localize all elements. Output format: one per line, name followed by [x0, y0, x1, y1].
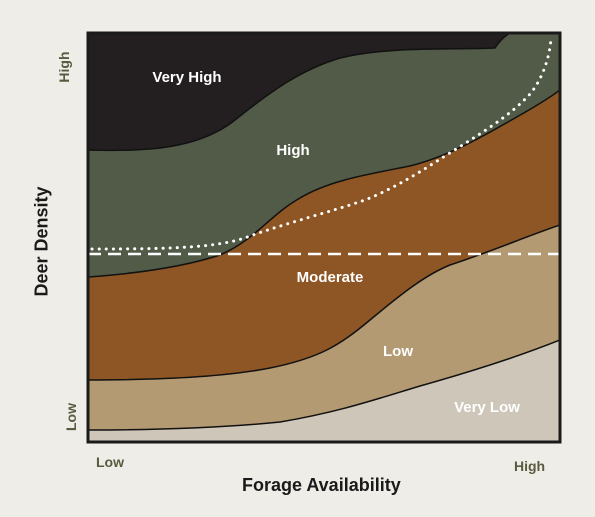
y-axis-title: Deer Density: [31, 186, 52, 297]
zone-very-low-area: [88, 339, 560, 442]
dotted-threshold-curve: [90, 34, 553, 251]
zone-label-very-high: Very High: [152, 69, 221, 86]
zone-label-low: Low: [383, 343, 413, 360]
x-tick-high: High: [514, 458, 546, 474]
zone-label-high: High: [276, 142, 309, 159]
x-axis-title: Forage Availability: [242, 475, 401, 495]
y-tick-low: Low: [63, 403, 79, 431]
zone-label-moderate: Moderate: [297, 269, 364, 286]
plot-frame: [86, 31, 562, 444]
zone-label-very-low: Very Low: [454, 399, 520, 416]
x-tick-low: Low: [96, 454, 124, 470]
y-tick-high: High: [56, 51, 72, 83]
